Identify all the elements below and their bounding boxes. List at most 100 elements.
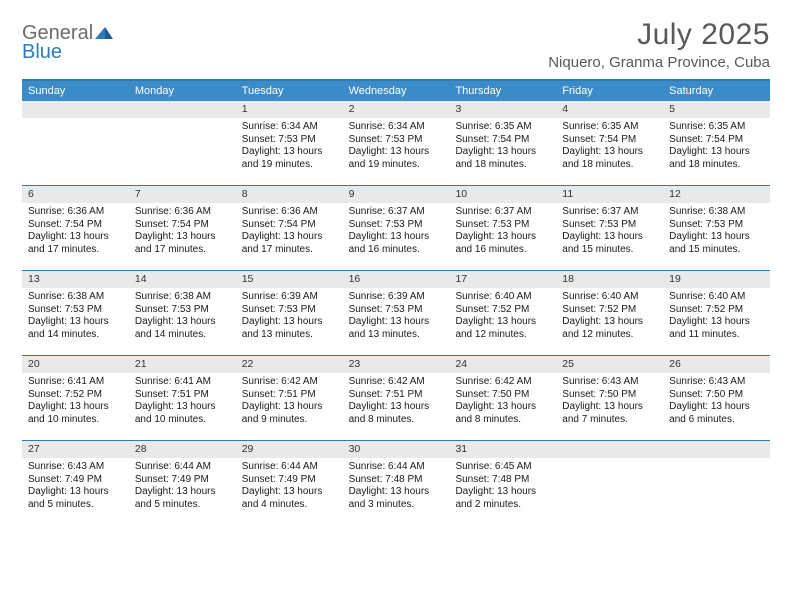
day-cell: 7Sunrise: 6:36 AMSunset: 7:54 PMDaylight… [129, 186, 236, 270]
day-sunrise: Sunrise: 6:41 AM [28, 376, 123, 389]
day-number: 6 [22, 186, 129, 203]
day-cell: 30Sunrise: 6:44 AMSunset: 7:48 PMDayligh… [343, 441, 450, 525]
day-cell: 20Sunrise: 6:41 AMSunset: 7:52 PMDayligh… [22, 356, 129, 440]
day-number [663, 441, 770, 458]
day-body: Sunrise: 6:44 AMSunset: 7:48 PMDaylight:… [343, 458, 450, 517]
day-body: Sunrise: 6:39 AMSunset: 7:53 PMDaylight:… [343, 288, 450, 347]
day-sunrise: Sunrise: 6:37 AM [455, 206, 550, 219]
day-sunset: Sunset: 7:52 PM [562, 304, 657, 317]
dow-cell: Thursday [449, 81, 556, 101]
day-sunrise: Sunrise: 6:35 AM [562, 121, 657, 134]
day-body: Sunrise: 6:41 AMSunset: 7:52 PMDaylight:… [22, 373, 129, 432]
week-row: 6Sunrise: 6:36 AMSunset: 7:54 PMDaylight… [22, 185, 770, 270]
day-sunrise: Sunrise: 6:40 AM [562, 291, 657, 304]
day-daylight: Daylight: 13 hours and 19 minutes. [349, 146, 444, 171]
day-sunrise: Sunrise: 6:36 AM [242, 206, 337, 219]
dow-cell: Friday [556, 81, 663, 101]
day-daylight: Daylight: 13 hours and 15 minutes. [669, 231, 764, 256]
day-sunset: Sunset: 7:54 PM [242, 219, 337, 232]
day-daylight: Daylight: 13 hours and 11 minutes. [669, 316, 764, 341]
day-sunrise: Sunrise: 6:36 AM [135, 206, 230, 219]
day-sunset: Sunset: 7:53 PM [562, 219, 657, 232]
day-cell: 23Sunrise: 6:42 AMSunset: 7:51 PMDayligh… [343, 356, 450, 440]
dow-cell: Wednesday [343, 81, 450, 101]
day-body: Sunrise: 6:37 AMSunset: 7:53 PMDaylight:… [343, 203, 450, 262]
day-number: 13 [22, 271, 129, 288]
day-daylight: Daylight: 13 hours and 17 minutes. [28, 231, 123, 256]
day-cell: 31Sunrise: 6:45 AMSunset: 7:48 PMDayligh… [449, 441, 556, 525]
day-body: Sunrise: 6:44 AMSunset: 7:49 PMDaylight:… [236, 458, 343, 517]
day-daylight: Daylight: 13 hours and 14 minutes. [28, 316, 123, 341]
week-row: 20Sunrise: 6:41 AMSunset: 7:52 PMDayligh… [22, 355, 770, 440]
day-sunset: Sunset: 7:53 PM [669, 219, 764, 232]
day-body: Sunrise: 6:37 AMSunset: 7:53 PMDaylight:… [449, 203, 556, 262]
day-cell: 24Sunrise: 6:42 AMSunset: 7:50 PMDayligh… [449, 356, 556, 440]
day-sunrise: Sunrise: 6:42 AM [455, 376, 550, 389]
day-sunrise: Sunrise: 6:42 AM [242, 376, 337, 389]
day-sunrise: Sunrise: 6:43 AM [562, 376, 657, 389]
day-cell [129, 101, 236, 185]
day-number: 29 [236, 441, 343, 458]
day-daylight: Daylight: 13 hours and 13 minutes. [349, 316, 444, 341]
day-sunrise: Sunrise: 6:37 AM [562, 206, 657, 219]
day-number: 8 [236, 186, 343, 203]
day-sunset: Sunset: 7:52 PM [28, 389, 123, 402]
day-sunset: Sunset: 7:54 PM [28, 219, 123, 232]
day-body: Sunrise: 6:34 AMSunset: 7:53 PMDaylight:… [236, 118, 343, 177]
day-sunset: Sunset: 7:49 PM [28, 474, 123, 487]
day-daylight: Daylight: 13 hours and 8 minutes. [455, 401, 550, 426]
day-daylight: Daylight: 13 hours and 17 minutes. [242, 231, 337, 256]
day-number [129, 101, 236, 118]
day-number: 26 [663, 356, 770, 373]
day-cell: 8 Sunrise: 6:36 AMSunset: 7:54 PMDaylight… [236, 186, 343, 270]
dow-cell: Saturday [663, 81, 770, 101]
day-cell: 28Sunrise: 6:44 AMSunset: 7:49 PMDayligh… [129, 441, 236, 525]
day-body: Sunrise: 6:38 AMSunset: 7:53 PMDaylight:… [663, 203, 770, 262]
day-daylight: Daylight: 13 hours and 15 minutes. [562, 231, 657, 256]
day-number [22, 101, 129, 118]
day-number: 11 [556, 186, 663, 203]
day-number: 23 [343, 356, 450, 373]
day-daylight: Daylight: 13 hours and 4 minutes. [242, 486, 337, 511]
day-cell: 11 Sunrise: 6:37 AMSunset: 7:53 PMDayligh… [556, 186, 663, 270]
day-cell: 4Sunrise: 6:35 AMSunset: 7:54 PMDaylight… [556, 101, 663, 185]
day-sunset: Sunset: 7:50 PM [562, 389, 657, 402]
day-sunset: Sunset: 7:48 PM [455, 474, 550, 487]
day-number: 1 [236, 101, 343, 118]
day-body: Sunrise: 6:39 AMSunset: 7:53 PMDaylight:… [236, 288, 343, 347]
day-body: Sunrise: 6:42 AMSunset: 7:50 PMDaylight:… [449, 373, 556, 432]
day-number: 20 [22, 356, 129, 373]
day-number: 7 [129, 186, 236, 203]
day-cell: 29Sunrise: 6:44 AMSunset: 7:49 PMDayligh… [236, 441, 343, 525]
day-number: 16 [343, 271, 450, 288]
day-sunrise: Sunrise: 6:36 AM [28, 206, 123, 219]
day-sunrise: Sunrise: 6:44 AM [135, 461, 230, 474]
day-cell: 17Sunrise: 6:40 AMSunset: 7:52 PMDayligh… [449, 271, 556, 355]
day-daylight: Daylight: 13 hours and 9 minutes. [242, 401, 337, 426]
day-number: 10 [449, 186, 556, 203]
day-daylight: Daylight: 13 hours and 16 minutes. [455, 231, 550, 256]
day-body: Sunrise: 6:44 AMSunset: 7:49 PMDaylight:… [129, 458, 236, 517]
day-sunset: Sunset: 7:53 PM [242, 134, 337, 147]
day-body: Sunrise: 6:43 AMSunset: 7:50 PMDaylight:… [556, 373, 663, 432]
day-number: 28 [129, 441, 236, 458]
day-sunrise: Sunrise: 6:40 AM [669, 291, 764, 304]
logo-text: General Blue [22, 24, 113, 62]
day-daylight: Daylight: 13 hours and 10 minutes. [28, 401, 123, 426]
dow-cell: Sunday [22, 81, 129, 101]
day-sunrise: Sunrise: 6:38 AM [28, 291, 123, 304]
day-body: Sunrise: 6:34 AMSunset: 7:53 PMDaylight:… [343, 118, 450, 177]
day-daylight: Daylight: 13 hours and 12 minutes. [455, 316, 550, 341]
day-sunset: Sunset: 7:53 PM [349, 304, 444, 317]
day-cell: 27Sunrise: 6:43 AMSunset: 7:49 PMDayligh… [22, 441, 129, 525]
dow-cell: Tuesday [236, 81, 343, 101]
day-daylight: Daylight: 13 hours and 14 minutes. [135, 316, 230, 341]
weeks-container: 1Sunrise: 6:34 AMSunset: 7:53 PMDaylight… [22, 101, 770, 525]
day-number: 3 [449, 101, 556, 118]
day-daylight: Daylight: 13 hours and 5 minutes. [28, 486, 123, 511]
day-number: 25 [556, 356, 663, 373]
day-number: 9 [343, 186, 450, 203]
week-row: 1Sunrise: 6:34 AMSunset: 7:53 PMDaylight… [22, 101, 770, 185]
day-body: Sunrise: 6:35 AMSunset: 7:54 PMDaylight:… [449, 118, 556, 177]
day-body: Sunrise: 6:42 AMSunset: 7:51 PMDaylight:… [236, 373, 343, 432]
